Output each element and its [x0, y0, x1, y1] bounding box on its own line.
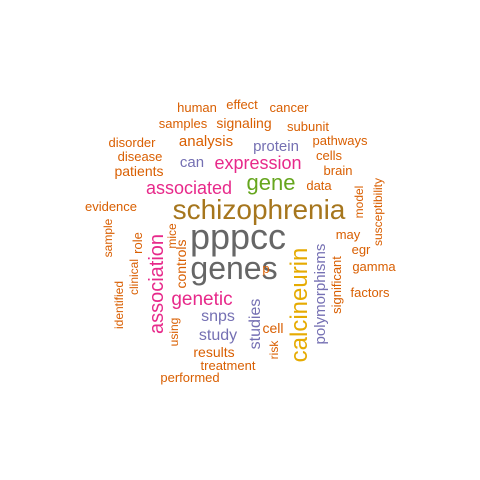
word-cancer: cancer	[269, 100, 309, 115]
word-evidence: evidence	[85, 199, 137, 214]
word-role: role	[130, 232, 145, 254]
word-using: using	[167, 318, 181, 347]
word-analysis: analysis	[179, 133, 233, 150]
word-snps: snps	[201, 308, 235, 325]
word-factors: factors	[350, 285, 390, 300]
word-study: study	[199, 327, 237, 344]
word-disease: disease	[118, 149, 163, 164]
word-sample: sample	[101, 218, 115, 257]
word-brain: brain	[324, 163, 353, 178]
word-pathways: pathways	[313, 133, 368, 148]
word-egr: egr	[352, 242, 371, 257]
word-p: p	[262, 261, 269, 276]
word-performed: performed	[160, 370, 219, 385]
word-risk: risk	[267, 340, 281, 360]
word-human: human	[177, 100, 217, 115]
word-treatment: treatment	[201, 358, 256, 373]
word-calcineurin: calcineurin	[286, 248, 313, 363]
word-samples: samples	[159, 116, 208, 131]
word-significant: significant	[329, 256, 344, 314]
word-genes: genes	[190, 250, 277, 286]
word-associated: associated	[146, 178, 232, 198]
word-mice: mice	[165, 223, 179, 249]
word-cells: cells	[316, 148, 343, 163]
word-expression: expression	[214, 153, 301, 173]
word-susceptibility: susceptibility	[371, 178, 385, 246]
word-schizophrenia: schizophrenia	[173, 194, 346, 225]
word-model: model	[352, 186, 366, 219]
word-cell: cell	[262, 320, 283, 336]
word-controls: controls	[173, 239, 189, 288]
word-subunit: subunit	[287, 119, 329, 134]
word-gene: gene	[247, 170, 296, 195]
word-disorder: disorder	[109, 135, 157, 150]
word-can: can	[180, 154, 204, 171]
word-gamma: gamma	[352, 259, 396, 274]
word-effect: effect	[226, 97, 258, 112]
word-results: results	[193, 344, 234, 360]
word-may: may	[336, 227, 361, 242]
word-clinical: clinical	[127, 259, 141, 295]
word-identified: identified	[112, 281, 126, 329]
word-association: association	[146, 234, 168, 334]
word-protein: protein	[253, 138, 299, 155]
word-data: data	[306, 178, 332, 193]
word-genetic: genetic	[171, 289, 232, 310]
word-signaling: signaling	[216, 115, 271, 131]
word-patients: patients	[114, 163, 163, 179]
word-studies: studies	[247, 299, 264, 350]
word-polymorphisms: polymorphisms	[312, 244, 329, 345]
word-pppcc: pppcc	[190, 216, 286, 257]
